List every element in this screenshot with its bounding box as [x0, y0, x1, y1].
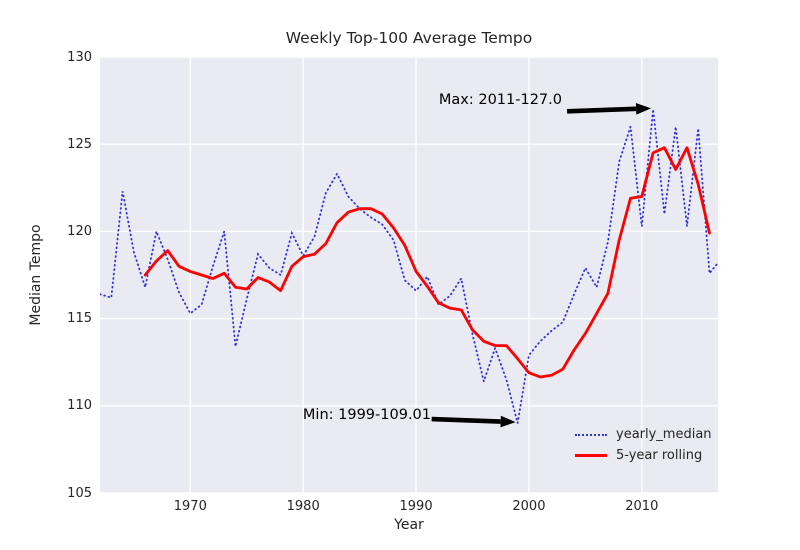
y-tick-label: 125 [67, 136, 92, 152]
x-tick-label: 2000 [512, 499, 546, 514]
y-tick-label: 130 [67, 49, 92, 65]
series-yearly-median [100, 109, 718, 424]
y-tick-label: 120 [67, 223, 92, 239]
legend-sample-solid-line [575, 454, 607, 457]
legend-item-yearly-median: yearly_median [575, 424, 712, 445]
y-tick-label: 110 [67, 398, 92, 414]
max-annotation: Max: 2011-127.0 [438, 92, 562, 108]
x-tick-label: 1990 [399, 499, 433, 514]
y-tick-label: 105 [67, 485, 92, 501]
legend-sample-dotted-line [575, 433, 607, 436]
chart-title: Weekly Top-100 Average Tempo [285, 29, 533, 47]
legend: yearly_median 5-year rolling [575, 424, 712, 466]
x-tick-label: 2010 [625, 499, 659, 514]
y-tick-label: 115 [67, 311, 92, 327]
legend-item-rolling: 5-year rolling [575, 445, 712, 466]
y-axis-label: Median Tempo [28, 224, 44, 326]
legend-label: 5-year rolling [616, 448, 703, 463]
legend-label: yearly_median [616, 427, 712, 442]
x-tick-label: 1980 [286, 499, 320, 514]
annotation-arrow [431, 415, 516, 428]
x-axis-label: Year [394, 517, 424, 533]
x-tick-label: 1970 [173, 499, 207, 514]
min-annotation: Min: 1999-109.01 [302, 407, 431, 423]
annotation-arrow [567, 103, 652, 115]
series-5-year-rolling [143, 146, 711, 379]
